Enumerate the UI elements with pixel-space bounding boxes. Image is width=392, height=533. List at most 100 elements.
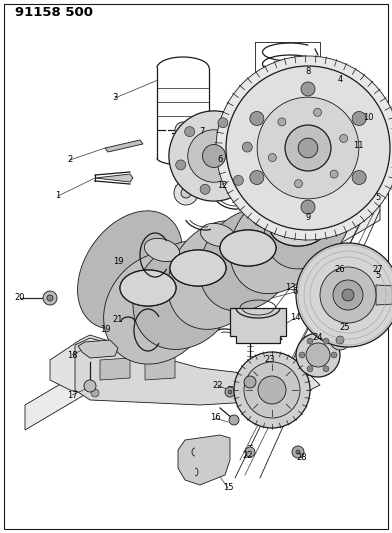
Text: 8: 8 xyxy=(305,68,311,77)
Text: 2: 2 xyxy=(67,156,73,165)
Circle shape xyxy=(200,184,210,194)
Circle shape xyxy=(278,118,286,126)
Circle shape xyxy=(333,280,363,310)
Circle shape xyxy=(299,352,305,358)
Circle shape xyxy=(330,330,350,350)
Circle shape xyxy=(296,450,300,454)
Circle shape xyxy=(250,171,264,184)
Ellipse shape xyxy=(200,209,296,311)
Circle shape xyxy=(88,346,96,354)
Text: 22: 22 xyxy=(243,450,253,459)
Circle shape xyxy=(181,188,191,198)
Polygon shape xyxy=(50,335,320,400)
Text: 28: 28 xyxy=(297,454,307,463)
Text: 19: 19 xyxy=(100,326,110,335)
Text: 1: 1 xyxy=(55,191,61,200)
Circle shape xyxy=(258,376,286,404)
Text: 18: 18 xyxy=(67,351,77,359)
Circle shape xyxy=(298,138,318,158)
Circle shape xyxy=(320,267,376,323)
Polygon shape xyxy=(78,340,118,358)
Polygon shape xyxy=(105,140,143,152)
Circle shape xyxy=(91,389,99,397)
Text: 21: 21 xyxy=(113,316,123,325)
Circle shape xyxy=(188,130,240,182)
Circle shape xyxy=(234,352,310,428)
Ellipse shape xyxy=(270,210,326,246)
Polygon shape xyxy=(145,356,175,380)
Circle shape xyxy=(336,336,344,344)
Text: 4: 4 xyxy=(338,76,343,85)
Circle shape xyxy=(257,97,359,199)
Circle shape xyxy=(84,380,96,392)
Circle shape xyxy=(203,144,225,167)
Text: 3: 3 xyxy=(113,93,118,102)
Ellipse shape xyxy=(310,192,366,228)
Circle shape xyxy=(225,387,235,397)
Circle shape xyxy=(292,446,304,458)
Circle shape xyxy=(233,175,243,185)
Circle shape xyxy=(323,366,329,372)
Circle shape xyxy=(331,352,337,358)
Circle shape xyxy=(339,134,348,142)
Circle shape xyxy=(185,127,195,136)
Ellipse shape xyxy=(103,252,212,364)
Circle shape xyxy=(342,289,354,301)
Circle shape xyxy=(244,376,256,388)
Circle shape xyxy=(301,82,315,96)
Circle shape xyxy=(330,170,338,178)
Circle shape xyxy=(352,171,366,184)
Ellipse shape xyxy=(200,223,236,247)
Circle shape xyxy=(218,118,228,128)
Polygon shape xyxy=(25,195,380,430)
Circle shape xyxy=(294,180,303,188)
Ellipse shape xyxy=(144,238,180,262)
Ellipse shape xyxy=(170,250,226,286)
Ellipse shape xyxy=(168,221,268,329)
Text: 19: 19 xyxy=(113,257,123,266)
Text: 7: 7 xyxy=(199,127,205,136)
Polygon shape xyxy=(178,435,230,485)
Circle shape xyxy=(242,142,252,152)
Circle shape xyxy=(228,390,232,394)
Text: 16: 16 xyxy=(210,414,220,423)
Circle shape xyxy=(47,295,53,301)
Ellipse shape xyxy=(133,240,237,350)
Circle shape xyxy=(352,111,366,125)
Ellipse shape xyxy=(290,188,326,212)
Circle shape xyxy=(301,200,315,214)
Ellipse shape xyxy=(310,192,366,228)
Text: 17: 17 xyxy=(67,391,77,400)
Circle shape xyxy=(216,56,392,240)
Text: 23: 23 xyxy=(265,356,275,365)
Circle shape xyxy=(306,343,330,367)
Circle shape xyxy=(43,291,57,305)
Text: 9: 9 xyxy=(305,214,310,222)
Ellipse shape xyxy=(170,250,226,286)
Circle shape xyxy=(281,377,289,385)
Ellipse shape xyxy=(220,230,276,266)
Circle shape xyxy=(307,366,313,372)
Polygon shape xyxy=(75,338,295,405)
Circle shape xyxy=(296,333,340,377)
Circle shape xyxy=(176,160,186,170)
Circle shape xyxy=(175,122,191,138)
Text: 6: 6 xyxy=(217,156,223,165)
Text: 6: 6 xyxy=(292,287,298,296)
Text: 5: 5 xyxy=(376,271,381,279)
Circle shape xyxy=(174,181,198,205)
Text: 14: 14 xyxy=(290,313,300,322)
Ellipse shape xyxy=(120,270,176,306)
Circle shape xyxy=(226,66,390,230)
Circle shape xyxy=(244,362,300,418)
Text: 27: 27 xyxy=(373,265,383,274)
Polygon shape xyxy=(100,358,130,380)
Text: 10: 10 xyxy=(363,114,373,123)
Circle shape xyxy=(323,338,329,344)
Text: 13: 13 xyxy=(285,284,295,293)
Text: 15: 15 xyxy=(223,483,233,492)
Text: 26: 26 xyxy=(335,265,345,274)
Ellipse shape xyxy=(120,270,176,306)
Circle shape xyxy=(276,393,284,401)
Circle shape xyxy=(307,338,313,344)
